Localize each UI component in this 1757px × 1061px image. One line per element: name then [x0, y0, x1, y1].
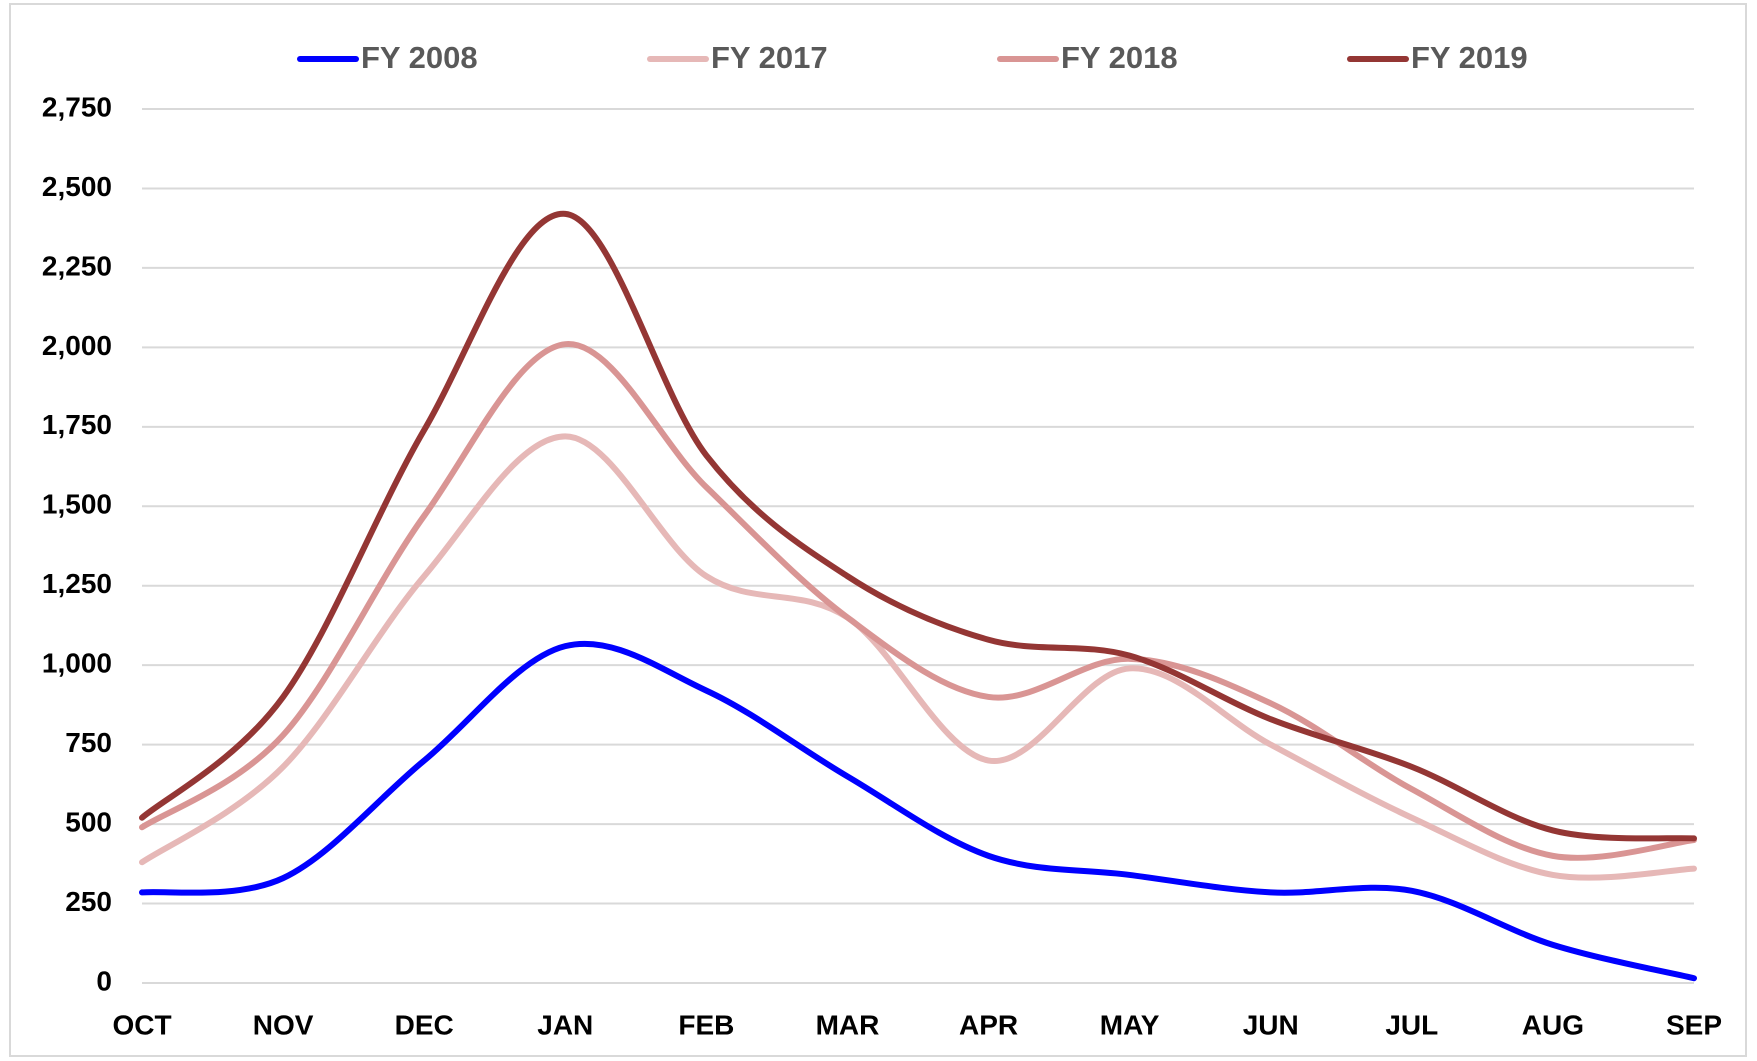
legend-label: FY 2018	[1061, 40, 1178, 75]
y-tick-label: 1,250	[42, 568, 112, 599]
y-tick-label: 250	[65, 886, 112, 917]
x-tick-label: JAN	[537, 1009, 593, 1040]
x-tick-label: MAR	[816, 1009, 880, 1040]
series-line	[139, 341, 1697, 861]
y-tick-label: 1,750	[42, 409, 112, 440]
y-tick-label: 2,250	[42, 250, 112, 281]
y-tick-label: 1,000	[42, 648, 112, 679]
y-tick-label: 2,000	[42, 330, 112, 361]
series-line	[139, 640, 1697, 982]
y-tick-label: 2,750	[42, 91, 112, 122]
chart-frame	[9, 3, 1747, 1057]
series-line	[139, 433, 1697, 881]
x-tick-label: JUN	[1243, 1009, 1299, 1040]
series-line	[139, 210, 1697, 842]
x-tick-label: OCT	[112, 1009, 171, 1040]
x-tick-label: AUG	[1522, 1009, 1584, 1040]
x-tick-label: MAY	[1100, 1009, 1160, 1040]
y-tick-label: 1,500	[42, 489, 112, 520]
legend-label: FY 2008	[361, 40, 478, 75]
x-tick-label: DEC	[395, 1009, 454, 1040]
x-tick-label: NOV	[253, 1009, 314, 1040]
y-tick-label: 0	[96, 965, 112, 996]
legend-label: FY 2019	[1411, 40, 1528, 75]
y-tick-label: 750	[65, 727, 112, 758]
y-tick-label: 2,500	[42, 171, 112, 202]
x-tick-label: SEP	[1666, 1009, 1722, 1040]
x-tick-label: APR	[959, 1009, 1018, 1040]
x-tick-label: FEB	[678, 1009, 734, 1040]
y-tick-label: 500	[65, 806, 112, 837]
x-tick-label: JUL	[1385, 1009, 1438, 1040]
legend-label: FY 2017	[711, 40, 828, 75]
